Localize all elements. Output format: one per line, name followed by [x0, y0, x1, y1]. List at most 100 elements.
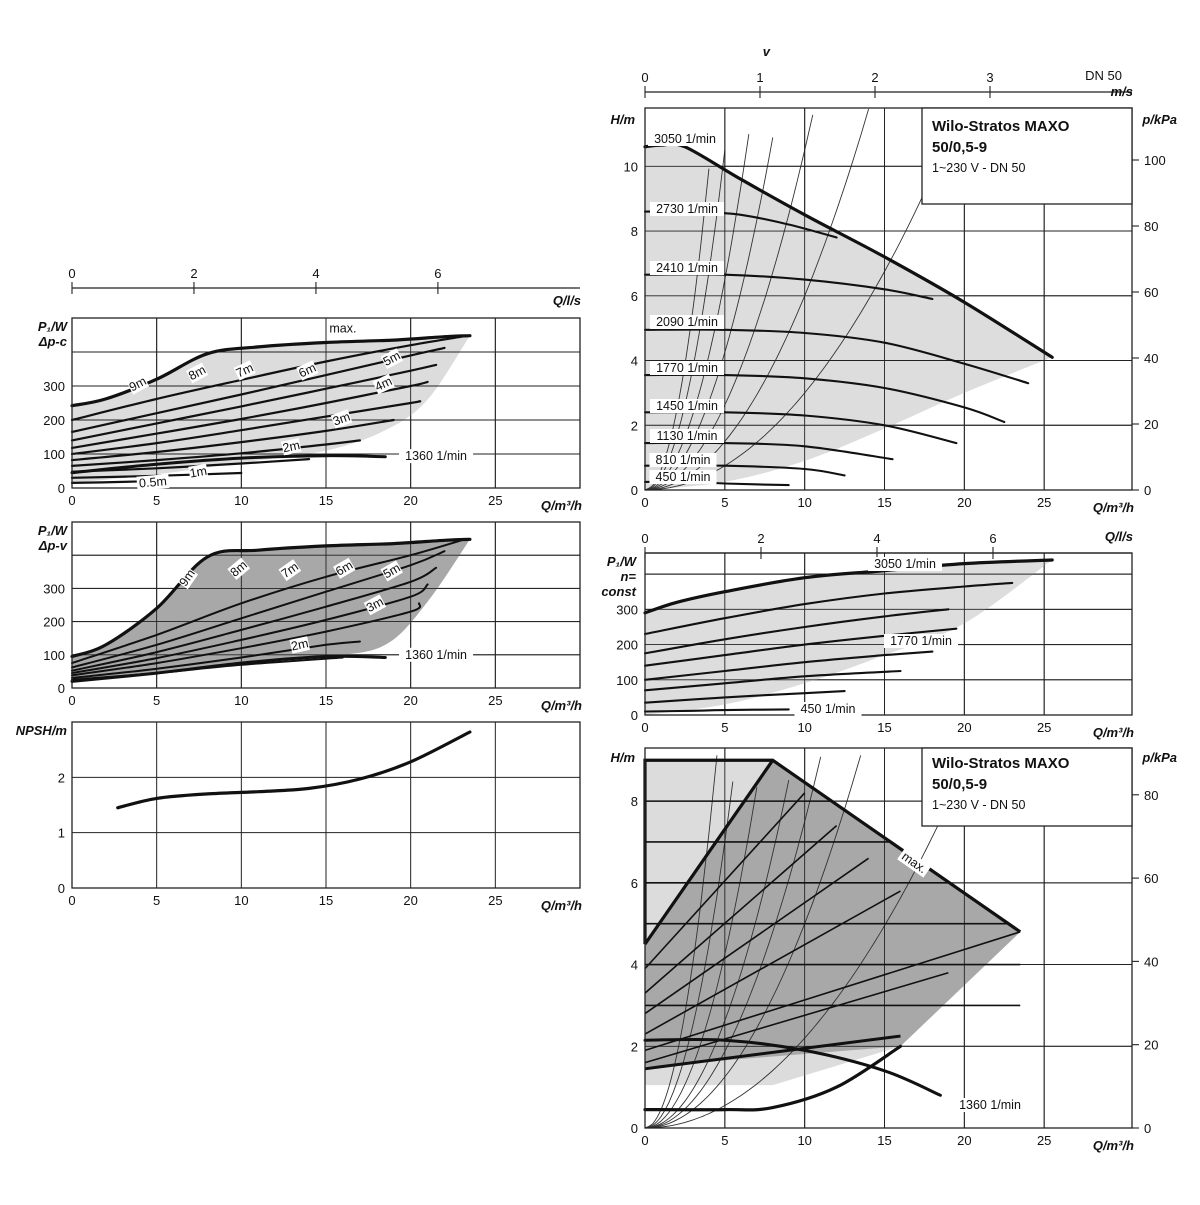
curve-label-bg: [136, 473, 170, 491]
x-tick-label: 15: [877, 495, 891, 510]
y2-axis-label: p/kPa: [1141, 750, 1177, 765]
min-dp-line: [644, 1034, 901, 1071]
system-curve: [644, 787, 758, 1129]
curve-label-bg: [380, 560, 404, 582]
power-curve: [643, 650, 934, 681]
y-axis-label: Δp-v: [38, 538, 68, 553]
curve-label-bg: [650, 315, 724, 329]
speed-curve-1360: [70, 654, 387, 683]
y2-axis-label: p/kPa: [1141, 112, 1177, 127]
curve-label-bg: [884, 634, 958, 648]
x-tick-label: 0: [68, 893, 75, 908]
curve-label-bg: [648, 132, 722, 146]
max-curve: [70, 334, 472, 408]
curve-label: 1360 1/min: [405, 648, 467, 662]
y2-tick-label: 0: [1144, 483, 1151, 498]
curve-label-bg: [953, 1098, 1027, 1112]
x-tick-label: 10: [797, 720, 811, 735]
power-curve: [643, 708, 790, 713]
head-curve-5m: [71, 602, 422, 677]
x-tick-label: 20: [957, 1133, 971, 1148]
y2-tick-label: 80: [1144, 219, 1158, 234]
speed-label: 1360 1/min: [959, 1098, 1021, 1112]
panel-p1-dpc: 0 5 10 15 20 25 0 100 200 300 Q/m³/h 0 2 4 6 Q/l/s P₁/WΔ…: [38, 266, 582, 513]
head-curve-4m: [70, 418, 395, 462]
head-curve-6m: [70, 380, 429, 449]
x-tick-label: 5: [153, 493, 160, 508]
y2-tick-label: 60: [1144, 871, 1158, 886]
x-tick-label: 20: [403, 493, 417, 508]
y-tick-label: 200: [43, 615, 65, 630]
chart-subtitle: 1~230 V - DN 50: [932, 161, 1026, 175]
head-curve-7m: [70, 363, 438, 442]
chart-title-line2: 50/0,5-9: [932, 776, 987, 793]
system-curve: [644, 756, 822, 1129]
head-curve-3m: [71, 640, 361, 679]
curve-label-bg: [399, 647, 474, 662]
y2-tick-label: 20: [1144, 1038, 1158, 1053]
plot-border: [71, 721, 581, 889]
top-axis-tick-label: 2: [190, 266, 197, 281]
curve-label-bg: [380, 348, 404, 370]
y-axis-label: P₁/W: [607, 554, 638, 569]
curve-label-bg: [176, 566, 199, 590]
curve-label-bg: [399, 449, 474, 464]
y-tick-label: 200: [43, 413, 65, 428]
chart-title-line2: 50/0,5-9: [932, 139, 987, 156]
curve-label-bg: [296, 360, 319, 381]
top-axis-tick-label: 2: [757, 531, 764, 546]
x-tick-label: 10: [797, 1133, 811, 1148]
curve-label-bg: [188, 463, 209, 481]
y-axis-label: Δp-c: [38, 334, 68, 349]
y-tick-label: 2: [631, 418, 638, 433]
x-tick-label: 15: [319, 893, 333, 908]
head-curve-6m: [71, 583, 429, 675]
curve-label-bg: [289, 636, 311, 654]
x-tick-label: 0: [68, 693, 75, 708]
x-axis-label: Q/m³/h: [541, 698, 582, 713]
chart-title: Wilo-Stratos MAXO: [932, 755, 1070, 772]
title-box: [921, 747, 1133, 827]
dp-v-line: [644, 890, 901, 1035]
speed-label: 2090 1/min: [656, 315, 718, 329]
top-axis-tick-label: 3: [986, 70, 993, 85]
speed-curve-1360: [643, 1037, 942, 1097]
curve-label-bg: [650, 361, 724, 375]
speed-label: 1770 1/min: [890, 634, 952, 648]
x-tick-label: 25: [488, 693, 502, 708]
x-axis-label: Q/m³/h: [541, 898, 582, 913]
curve-label-bg: [185, 362, 209, 384]
x-tick-label: 10: [234, 893, 248, 908]
y2-tick-label: 40: [1144, 954, 1158, 969]
chart-subtitle: 1~230 V - DN 50: [932, 798, 1026, 812]
y-tick-label: 100: [43, 648, 65, 663]
curve-label: 2m: [281, 438, 301, 455]
chart-title: Wilo-Stratos MAXO: [932, 118, 1070, 135]
curve-label: 4m: [373, 374, 395, 394]
speed-curve-1360: [70, 454, 387, 475]
plot-border: [644, 107, 1133, 491]
operating-area: [645, 560, 1053, 715]
plot-border: [71, 317, 581, 489]
top-axis-label: m/s: [1111, 84, 1133, 99]
y-tick-label: 2: [58, 770, 65, 785]
curve-label-bg: [233, 360, 256, 381]
x-axis-label: Q/m³/h: [541, 498, 582, 513]
curve-label-bg: [227, 557, 251, 580]
speed-label: 3050 1/min: [874, 557, 936, 571]
x-tick-label: 25: [1037, 720, 1051, 735]
y2-tick-label: 100: [1144, 153, 1166, 168]
y-tick-label: 300: [616, 602, 638, 617]
x-tick-label: 20: [957, 720, 971, 735]
curve-label: 3m: [331, 409, 352, 428]
x-tick-label: 0: [68, 493, 75, 508]
curve-label: 1360 1/min: [405, 449, 467, 463]
curve-label-bg: [650, 261, 724, 275]
x-tick-label: 0: [641, 1133, 648, 1148]
max-label: max.: [329, 321, 356, 335]
head-curve-5m: [70, 400, 422, 456]
y-axis-label: P₁/W: [38, 523, 69, 538]
operating-area: [645, 143, 1053, 490]
